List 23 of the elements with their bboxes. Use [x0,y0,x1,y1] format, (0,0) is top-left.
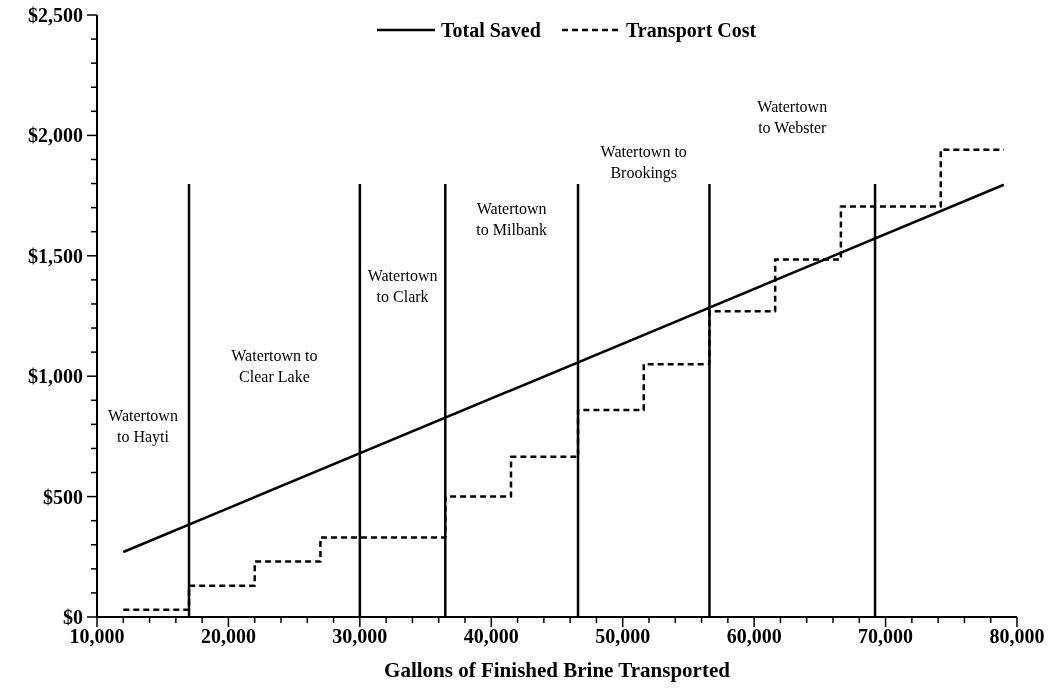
y-tick-label: $500 [43,485,83,508]
x-tick-label: 50,000 [595,625,651,647]
y-tick-label: $1,000 [28,365,83,388]
annotation: Watertown to Brookings [600,142,687,182]
y-tick-label: $2,500 [28,4,83,26]
y-tick-label: $1,500 [28,244,83,267]
legend-label: Transport Cost [626,19,757,42]
x-tick-label: 60,000 [726,625,782,647]
x-tick-label: 10,000 [69,625,125,647]
y-tick-label: $0 [63,606,83,628]
annotation: Watertown to Clark [367,266,438,305]
annotation: Watertown to Milbank [476,199,547,238]
annotation: Watertown to Webster [757,97,828,136]
x-tick-label: 30,000 [332,625,388,647]
legend-label: Total Saved [441,19,541,41]
annotation: Watertown to Clear Lake [231,346,318,385]
x-tick-label: 40,000 [463,625,519,647]
annotation: Watertown to Hayti [108,406,178,446]
y-tick-label: $2,000 [28,124,83,147]
x-axis-title: Gallons of Finished Brine Transported [384,658,731,682]
x-tick-label: 70,000 [858,625,914,647]
x-tick-label: 80,000 [989,625,1045,647]
x-tick-label: 20,000 [200,625,256,647]
